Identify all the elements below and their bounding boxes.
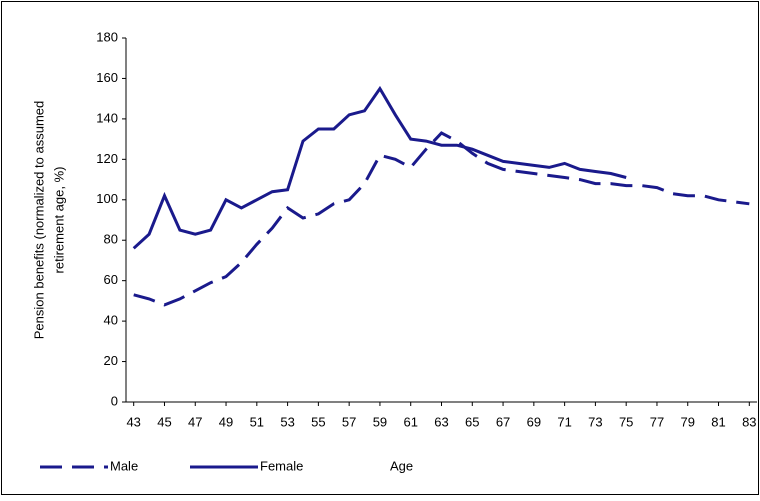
y-tick-label: 140 — [96, 110, 118, 125]
x-tick-label: 57 — [342, 414, 356, 429]
x-tick-label: 51 — [250, 414, 264, 429]
y-axis-label: Pension benefits (normalized to assumed — [31, 101, 46, 339]
x-tick-label: 65 — [465, 414, 479, 429]
x-tick-label: 77 — [650, 414, 664, 429]
y-axis-label: retirement age, %) — [51, 167, 66, 274]
x-tick-label: 59 — [373, 414, 387, 429]
x-axis-label: Age — [390, 458, 413, 473]
legend-label: Female — [260, 458, 303, 473]
y-tick-label: 0 — [111, 393, 118, 408]
x-tick-label: 61 — [403, 414, 417, 429]
series-line — [133, 131, 750, 307]
x-tick-label: 67 — [496, 414, 510, 429]
x-tick-label: 47 — [188, 414, 202, 429]
y-tick-label: 80 — [104, 232, 118, 247]
x-tick-label: 73 — [588, 414, 602, 429]
y-tick-label: 60 — [104, 272, 118, 287]
x-tick-label: 45 — [157, 414, 171, 429]
x-tick-label: 43 — [126, 414, 140, 429]
y-tick-label: 20 — [104, 353, 118, 368]
legend-label: Male — [110, 458, 138, 473]
y-tick-label: 160 — [96, 70, 118, 85]
x-tick-label: 81 — [711, 414, 725, 429]
y-tick-label: 180 — [96, 29, 118, 44]
x-tick-label: 53 — [280, 414, 294, 429]
y-tick-label: 40 — [104, 313, 118, 328]
x-tick-label: 71 — [557, 414, 571, 429]
x-tick-label: 63 — [434, 414, 448, 429]
y-tick-label: 100 — [96, 191, 118, 206]
x-tick-label: 79 — [681, 414, 695, 429]
x-tick-label: 83 — [742, 414, 756, 429]
x-tick-label: 69 — [527, 414, 541, 429]
x-tick-label: 55 — [311, 414, 325, 429]
x-tick-label: 49 — [219, 414, 233, 429]
x-tick-label: 75 — [619, 414, 633, 429]
y-tick-label: 120 — [96, 151, 118, 166]
series-line — [132, 85, 627, 250]
